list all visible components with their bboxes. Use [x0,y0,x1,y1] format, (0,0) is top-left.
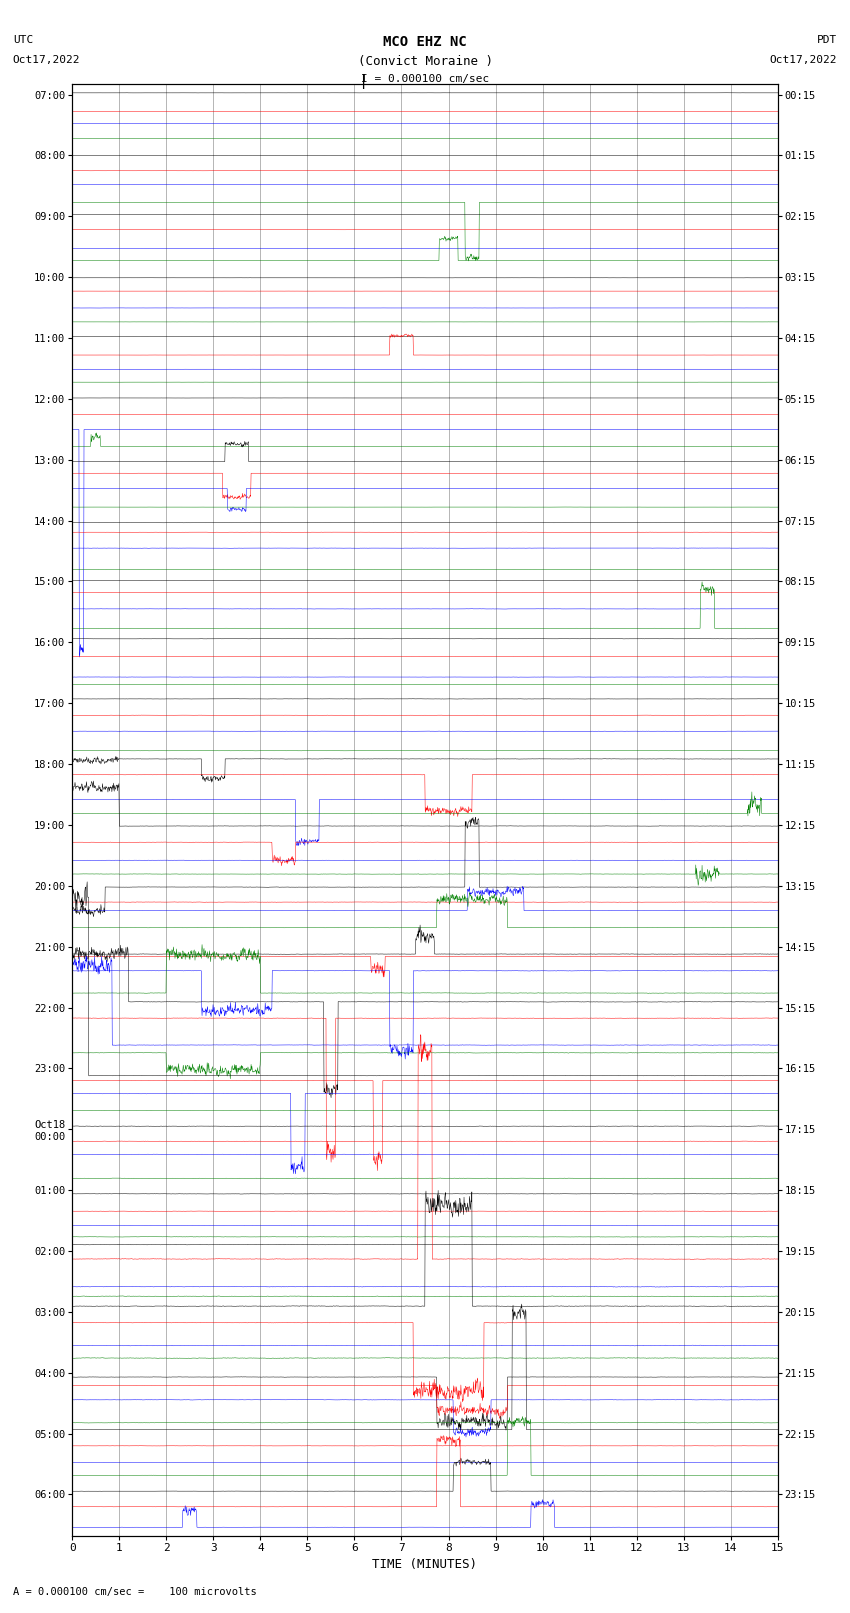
Text: ∣: ∣ [359,74,367,89]
Text: PDT: PDT [817,35,837,45]
X-axis label: TIME (MINUTES): TIME (MINUTES) [372,1558,478,1571]
Text: MCO EHZ NC: MCO EHZ NC [383,35,467,50]
Text: I = 0.000100 cm/sec: I = 0.000100 cm/sec [361,74,489,84]
Text: (Convict Moraine ): (Convict Moraine ) [358,55,492,68]
Text: Oct17,2022: Oct17,2022 [770,55,837,65]
Text: UTC: UTC [13,35,33,45]
Text: A = 0.000100 cm/sec =    100 microvolts: A = 0.000100 cm/sec = 100 microvolts [13,1587,257,1597]
Text: Oct17,2022: Oct17,2022 [13,55,80,65]
